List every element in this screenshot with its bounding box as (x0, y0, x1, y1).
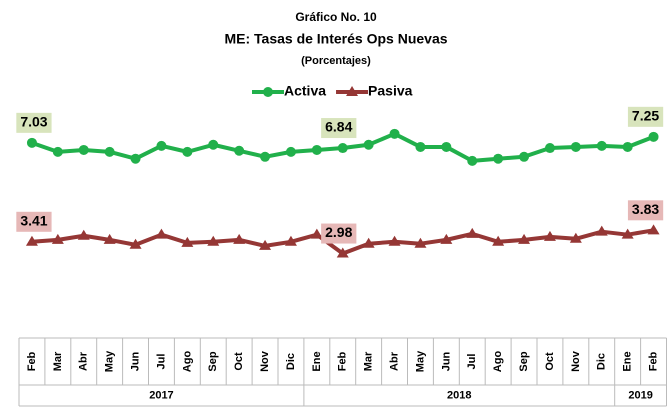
marker (182, 146, 193, 157)
x-tick-label: Ago (181, 351, 193, 373)
marker (493, 153, 504, 164)
marker (52, 146, 63, 157)
marker (389, 128, 400, 139)
x-tick-label: Dic (596, 353, 608, 370)
marker (181, 236, 194, 247)
marker (622, 141, 633, 152)
data-label-bg (321, 118, 357, 139)
data-label-bg (321, 223, 357, 244)
data-label-bg (16, 211, 52, 232)
marker (310, 228, 323, 239)
marker (233, 233, 246, 244)
x-tick-label: May (104, 350, 116, 372)
year-label: 2017 (149, 389, 173, 401)
data-label-bg (16, 112, 52, 133)
marker (234, 145, 245, 156)
unit-label: (Porcentajes) (301, 55, 371, 67)
marker (78, 144, 89, 155)
x-tick-label: Ene (311, 351, 323, 371)
marker (466, 227, 479, 238)
chart-subtitle: ME: Tasas de Interés Ops Nuevas (224, 31, 447, 47)
data-label: 7.25 (632, 108, 659, 124)
marker (362, 237, 375, 248)
x-tick-label: Feb (26, 351, 38, 371)
marker (544, 143, 555, 154)
marker (388, 235, 401, 246)
marker (26, 137, 37, 148)
marker (596, 140, 607, 151)
x-tick-label: Nov (570, 350, 582, 372)
legend-marker (263, 87, 273, 97)
marker (570, 141, 581, 152)
marker (595, 225, 608, 236)
data-label: 3.41 (20, 212, 47, 228)
year-label: 2019 (628, 389, 652, 401)
x-tick-label: Nov (259, 350, 271, 372)
year-label: 2018 (447, 389, 471, 401)
marker (103, 233, 116, 244)
marker (260, 151, 271, 162)
marker (440, 233, 453, 244)
marker (492, 235, 505, 246)
x-tick-label: Jun (129, 351, 141, 371)
marker (518, 233, 531, 244)
marker (415, 141, 426, 152)
marker (467, 155, 478, 166)
marker (104, 146, 115, 157)
legend-marker (346, 86, 359, 96)
marker (129, 238, 142, 249)
marker (155, 228, 168, 239)
data-label: 2.98 (325, 224, 352, 240)
marker (259, 239, 272, 250)
marker (284, 235, 297, 246)
data-label-bg (627, 106, 664, 127)
x-tick-label: Jul (155, 354, 167, 370)
marker (414, 237, 427, 248)
marker (543, 230, 556, 241)
marker (77, 229, 90, 240)
legend-label: Activa (284, 83, 326, 99)
x-tick-label: Abr (78, 351, 90, 371)
x-tick-label: Mar (52, 351, 64, 371)
data-label: 7.03 (20, 114, 47, 130)
x-tick-label: Mar (363, 351, 375, 371)
marker (130, 153, 141, 164)
x-tick-label: Ago (492, 351, 504, 373)
marker (337, 143, 348, 154)
marker (519, 151, 530, 162)
marker (647, 224, 660, 235)
x-tick-label: Jul (466, 354, 478, 370)
marker (441, 141, 452, 152)
x-tick-label: Jun (440, 351, 452, 371)
x-tick-label: Dic (285, 353, 297, 370)
marker (207, 235, 220, 246)
x-tick-label: Sep (207, 351, 219, 371)
marker (311, 144, 322, 155)
marker (336, 247, 349, 258)
marker (51, 233, 64, 244)
data-label: 6.84 (325, 119, 352, 135)
chart-title: Gráfico No. 10 (295, 10, 377, 24)
data-label-bg (627, 200, 664, 221)
x-tick-label: May (414, 350, 426, 372)
x-tick-label: Ene (622, 351, 634, 371)
marker (285, 146, 296, 157)
marker (569, 232, 582, 243)
marker (208, 139, 219, 150)
marker (648, 131, 659, 142)
x-tick-label: Oct (544, 352, 556, 371)
marker (156, 140, 167, 151)
marker (621, 228, 634, 239)
marker (363, 139, 374, 150)
x-tick-label: Feb (647, 351, 659, 371)
x-tick-label: Feb (337, 351, 349, 371)
x-tick-label: Sep (518, 351, 530, 371)
x-tick-label: Abr (388, 351, 400, 371)
x-tick-label: Oct (233, 352, 245, 371)
data-label: 3.83 (632, 201, 659, 217)
marker (25, 235, 38, 246)
legend-label: Pasiva (368, 83, 413, 99)
